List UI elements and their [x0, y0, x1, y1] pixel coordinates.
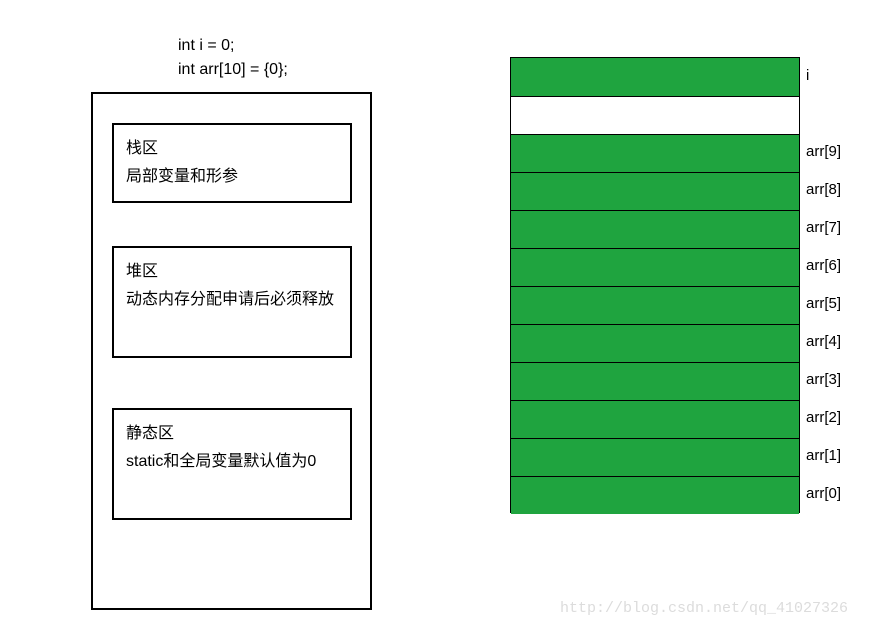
memory-cell: [511, 96, 799, 134]
memory-cell-label: arr[3]: [806, 371, 841, 388]
watermark-text: http://blog.csdn.net/qq_41027326: [560, 600, 848, 617]
memory-cell-label: arr[8]: [806, 181, 841, 198]
static-region-title: 静态区: [126, 420, 338, 448]
memory-cell-label: arr[9]: [806, 143, 841, 160]
static-region-desc: static和全局变量默认值为0: [126, 448, 338, 476]
memory-cell-label: arr[7]: [806, 219, 841, 236]
memory-cell: [511, 134, 799, 172]
memory-cell: [511, 210, 799, 248]
memory-cell: [511, 248, 799, 286]
heap-region-desc: 动态内存分配申请后必须释放: [126, 286, 338, 314]
stack-region-box: 栈区 局部变量和形参: [112, 123, 352, 203]
code-line-1: int i = 0;: [178, 34, 288, 58]
memory-cell: [511, 58, 799, 96]
stack-region-title: 栈区: [126, 135, 338, 163]
memory-cell: [511, 324, 799, 362]
memory-cell: [511, 400, 799, 438]
memory-cell-label: arr[1]: [806, 447, 841, 464]
memory-cell-label: i: [806, 67, 809, 84]
code-line-2: int arr[10] = {0};: [178, 58, 288, 82]
memory-cell-label: arr[6]: [806, 257, 841, 274]
memory-cell: [511, 438, 799, 476]
memory-cell: [511, 286, 799, 324]
memory-column: [510, 57, 800, 513]
heap-region-title: 堆区: [126, 258, 338, 286]
memory-cell-label: arr[0]: [806, 485, 841, 502]
memory-cell: [511, 172, 799, 210]
memory-cell-label: arr[4]: [806, 333, 841, 350]
memory-cell: [511, 362, 799, 400]
memory-cell-label: arr[2]: [806, 409, 841, 426]
stack-region-desc: 局部变量和形参: [126, 163, 338, 191]
memory-cell: [511, 476, 799, 514]
static-region-box: 静态区 static和全局变量默认值为0: [112, 408, 352, 520]
code-block: int i = 0; int arr[10] = {0};: [178, 34, 288, 82]
memory-cell-label: arr[5]: [806, 295, 841, 312]
heap-region-box: 堆区 动态内存分配申请后必须释放: [112, 246, 352, 358]
